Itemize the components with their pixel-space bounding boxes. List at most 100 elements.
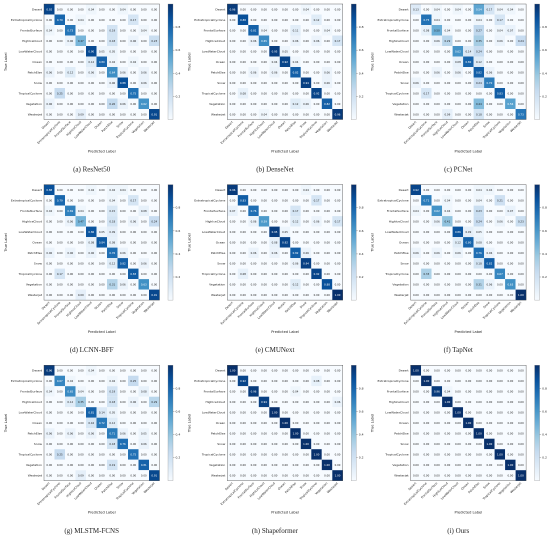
cell (290, 4, 301, 15)
cell (117, 88, 128, 99)
cell (75, 289, 86, 301)
cell-label: 0.00 (486, 473, 492, 477)
cell-label: 0.00 (434, 463, 440, 467)
cell-label: 0.94 (261, 400, 267, 404)
cell (86, 365, 97, 376)
cell-label: 0.00 (507, 368, 513, 372)
x-tick-label: Ocean (277, 481, 287, 491)
cell-label: 0.17 (130, 18, 136, 22)
cell-label: 0.08 (240, 91, 246, 95)
cell-label: 0.00 (486, 293, 492, 297)
colorbar-tick-label: 0.2 (359, 94, 364, 98)
cell-label: 0.00 (141, 219, 147, 223)
y-tick-label: Westerjet (211, 473, 226, 477)
cell-label: 0.00 (444, 282, 450, 286)
cell-label: 0.00 (261, 230, 267, 234)
cell-label: 0.00 (67, 261, 73, 265)
cell-label: 0.00 (497, 400, 503, 404)
cell-label: 0.00 (57, 230, 63, 234)
cell-label: 0.12 (109, 261, 115, 265)
x-tick-label: Snow (116, 481, 125, 490)
cell (332, 56, 343, 67)
y-tick-label: Westerjet (28, 473, 43, 477)
cell (421, 407, 432, 418)
cell-label: 0.00 (99, 431, 105, 435)
cell-label: 0.04 (109, 198, 115, 202)
cell-label: 0.00 (423, 219, 429, 223)
cell (258, 237, 270, 248)
cell (452, 428, 464, 439)
cell (128, 25, 139, 36)
cell-label: 0.00 (518, 102, 524, 106)
cell (279, 449, 291, 460)
cell (128, 375, 139, 387)
y-tick-label: ExtratropicalCyclone (11, 18, 42, 22)
cell (505, 35, 516, 46)
cell-label: 0.00 (78, 379, 84, 383)
cell-label: 0.00 (413, 442, 419, 446)
cell-label: 0.12 (314, 18, 320, 22)
cell (279, 98, 291, 109)
cell (86, 396, 97, 408)
cell (96, 386, 107, 397)
cell (269, 407, 280, 418)
cell (107, 88, 118, 99)
cell (505, 14, 516, 25)
cell (332, 77, 343, 88)
cell-label: 0.04 (88, 7, 94, 11)
caption: (i) Ours (447, 527, 469, 535)
cell (505, 247, 516, 259)
cell-label: 0.00 (88, 198, 94, 202)
cell-label: 0.00 (282, 209, 288, 213)
caption: (h) Shapeformer (252, 527, 299, 535)
cell-label: 0.00 (151, 240, 157, 244)
cell (463, 237, 474, 248)
cell-label: 0.31 (476, 282, 482, 286)
cell-label: 0.00 (261, 379, 267, 383)
cell (431, 226, 443, 238)
cell-label: 0.00 (335, 188, 341, 192)
cell (75, 14, 86, 25)
cell-label: 0.00 (486, 28, 492, 32)
cell-label: 0.00 (413, 230, 419, 234)
cell-label: 0.00 (455, 389, 461, 393)
cell-label: 0.00 (486, 112, 492, 116)
cell (463, 449, 474, 460)
cell (321, 289, 333, 301)
cell-label: 0.00 (67, 49, 73, 53)
cell-label: 0.06 (434, 39, 440, 43)
cell-label: 0.00 (434, 368, 440, 372)
cell (44, 67, 55, 78)
cell-label: 0.00 (240, 7, 246, 11)
cell (515, 438, 527, 450)
cell-label: 0.00 (293, 452, 299, 456)
cell (484, 396, 495, 408)
y-tick-label: Ocean (216, 240, 226, 244)
cell-label: 0.00 (303, 112, 309, 116)
cell (96, 459, 107, 471)
cell (332, 407, 343, 418)
x-tick-label: Ocean (460, 301, 470, 311)
cell (54, 195, 65, 206)
cell (311, 205, 322, 217)
cell (117, 407, 128, 418)
cell (421, 438, 432, 450)
cell (128, 428, 139, 439)
cell-label: 0.00 (497, 251, 503, 255)
cell-label: 0.00 (261, 18, 267, 22)
x-tick-label: PatchElse (467, 481, 480, 494)
cell-label: 0.00 (423, 389, 429, 393)
cell-label: 0.00 (282, 39, 288, 43)
cell-label: 0.92 (46, 7, 52, 11)
cell-label: 0.00 (423, 431, 429, 435)
cell (107, 247, 118, 259)
y-tick-label: Westerjet (211, 112, 226, 116)
cell-label: 0.00 (141, 368, 147, 372)
cell (311, 258, 322, 269)
cell (494, 449, 506, 460)
cell-label: 0.86 (455, 230, 461, 234)
cell (442, 216, 453, 227)
cell (117, 470, 128, 481)
cell-label: 0.00 (99, 112, 105, 116)
cell-label: 0.00 (151, 198, 157, 202)
